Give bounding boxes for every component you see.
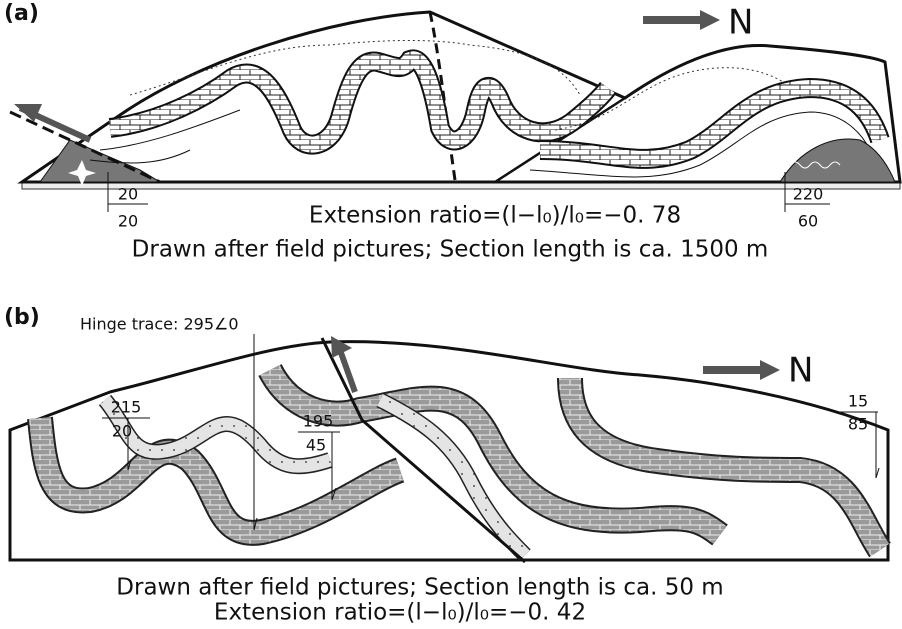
north-label: N: [728, 3, 753, 43]
strike: 215: [111, 398, 142, 417]
extension-ratio: Extension ratio=(l−l₀)/l₀=−0. 78: [309, 203, 681, 229]
hinge-trace: Hinge trace: 295∠0: [80, 315, 239, 334]
north-label: N: [788, 351, 813, 391]
panel-b: (b) N Hinge trace: 295∠0 215 20 195: [4, 305, 888, 626]
dip: 45: [306, 436, 326, 455]
dip: 85: [848, 415, 868, 434]
figure: (a) N 20 20 220 60 Extension ratio: [0, 0, 902, 629]
dip: 20: [112, 422, 132, 441]
extension-ratio: Extension ratio=(l−l₀)/l₀=−0. 42: [214, 600, 586, 626]
panel-label: (a): [4, 1, 39, 26]
dip: 20: [118, 212, 138, 231]
panel-label: (b): [4, 305, 40, 330]
caption: Drawn after field pictures; Section leng…: [132, 237, 769, 263]
strike: 220: [793, 185, 824, 204]
north-arrow: [703, 360, 780, 380]
panel-a: (a) N 20 20 220 60 Extension ratio: [4, 1, 900, 263]
north-arrow: [643, 10, 720, 30]
strike: 195: [303, 412, 334, 431]
strike: 15: [848, 392, 868, 411]
strike: 20: [118, 185, 138, 204]
caption: Drawn after field pictures; Section leng…: [116, 575, 723, 601]
dip: 60: [798, 212, 818, 231]
